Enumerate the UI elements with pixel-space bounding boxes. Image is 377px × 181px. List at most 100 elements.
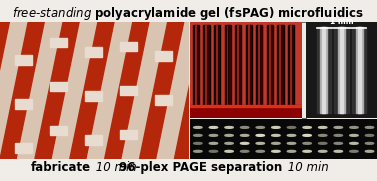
Ellipse shape <box>256 134 265 136</box>
Ellipse shape <box>225 134 233 136</box>
Bar <box>358 27 361 113</box>
Ellipse shape <box>256 142 265 144</box>
Ellipse shape <box>272 127 280 128</box>
Ellipse shape <box>194 150 202 152</box>
Polygon shape <box>0 22 9 159</box>
Ellipse shape <box>303 150 311 152</box>
Ellipse shape <box>319 150 327 152</box>
Ellipse shape <box>287 150 296 152</box>
Polygon shape <box>209 22 253 159</box>
Text: 96-plex PAGE separation: 96-plex PAGE separation <box>118 161 282 174</box>
Ellipse shape <box>256 150 265 152</box>
FancyBboxPatch shape <box>120 86 137 95</box>
Polygon shape <box>139 22 184 159</box>
Bar <box>338 27 345 113</box>
Text: 1 min: 1 min <box>246 119 283 132</box>
Ellipse shape <box>241 150 249 152</box>
Text: $\it{free}$-$\it{standing}$ $\bf{polyacrylamide\ gel\ (}$$\it{\bf{fs}}$$\bf{PAG): $\it{free}$-$\it{standing}$ $\bf{polyacr… <box>12 5 365 22</box>
Ellipse shape <box>334 134 343 136</box>
Bar <box>322 27 325 113</box>
Polygon shape <box>174 22 219 159</box>
Bar <box>320 27 327 113</box>
FancyBboxPatch shape <box>15 99 32 109</box>
Ellipse shape <box>209 150 218 152</box>
Ellipse shape <box>365 142 374 144</box>
Ellipse shape <box>287 127 296 128</box>
Ellipse shape <box>225 150 233 152</box>
Ellipse shape <box>319 127 327 128</box>
Ellipse shape <box>334 150 343 152</box>
FancyBboxPatch shape <box>15 144 32 153</box>
Bar <box>250 25 251 106</box>
Text: fabricate: fabricate <box>31 161 90 174</box>
Bar <box>282 25 283 106</box>
Bar <box>277 25 284 106</box>
Ellipse shape <box>272 142 280 144</box>
Bar <box>340 27 343 113</box>
Bar <box>269 25 270 106</box>
Ellipse shape <box>350 134 358 136</box>
Ellipse shape <box>350 142 358 144</box>
Bar <box>246 25 252 106</box>
Bar <box>271 25 272 106</box>
Ellipse shape <box>194 127 202 128</box>
FancyBboxPatch shape <box>155 51 172 61</box>
Bar <box>290 25 291 106</box>
Text: 10 min: 10 min <box>92 161 137 174</box>
Bar <box>229 25 230 106</box>
Ellipse shape <box>209 134 218 136</box>
Ellipse shape <box>256 127 265 128</box>
Bar <box>216 25 217 106</box>
FancyBboxPatch shape <box>50 82 67 91</box>
Bar <box>288 25 294 106</box>
Bar <box>356 27 363 113</box>
Bar <box>195 25 196 106</box>
Bar <box>334 27 349 113</box>
Ellipse shape <box>241 142 249 144</box>
Ellipse shape <box>303 142 311 144</box>
Ellipse shape <box>272 134 280 136</box>
Ellipse shape <box>225 142 233 144</box>
Ellipse shape <box>365 127 374 128</box>
Ellipse shape <box>350 150 358 152</box>
Polygon shape <box>244 22 288 159</box>
Ellipse shape <box>287 134 296 136</box>
FancyBboxPatch shape <box>15 55 32 65</box>
Bar <box>190 105 302 118</box>
FancyBboxPatch shape <box>120 130 137 139</box>
Bar <box>317 27 331 113</box>
Bar <box>208 25 209 106</box>
Bar <box>237 25 238 106</box>
Ellipse shape <box>319 134 327 136</box>
Ellipse shape <box>225 127 233 128</box>
Bar <box>240 25 241 106</box>
FancyBboxPatch shape <box>85 135 102 145</box>
Bar <box>204 25 210 106</box>
Polygon shape <box>35 22 79 159</box>
Ellipse shape <box>303 127 311 128</box>
Ellipse shape <box>350 127 358 128</box>
Bar <box>279 25 280 106</box>
Bar <box>352 27 366 113</box>
Bar <box>225 25 231 106</box>
Polygon shape <box>0 22 44 159</box>
Bar <box>258 25 259 106</box>
Bar <box>235 25 241 106</box>
Ellipse shape <box>287 142 296 144</box>
FancyBboxPatch shape <box>155 95 172 105</box>
FancyBboxPatch shape <box>85 47 102 57</box>
Ellipse shape <box>194 142 202 144</box>
Ellipse shape <box>194 134 202 136</box>
Ellipse shape <box>334 127 343 128</box>
Ellipse shape <box>319 142 327 144</box>
Ellipse shape <box>241 127 249 128</box>
Bar <box>267 25 273 106</box>
Ellipse shape <box>241 134 249 136</box>
Bar <box>193 25 199 106</box>
Text: 10 min: 10 min <box>284 161 328 174</box>
Ellipse shape <box>365 134 374 136</box>
Polygon shape <box>70 22 114 159</box>
Bar <box>256 25 262 106</box>
Text: load: load <box>216 119 244 132</box>
Bar <box>214 25 220 106</box>
